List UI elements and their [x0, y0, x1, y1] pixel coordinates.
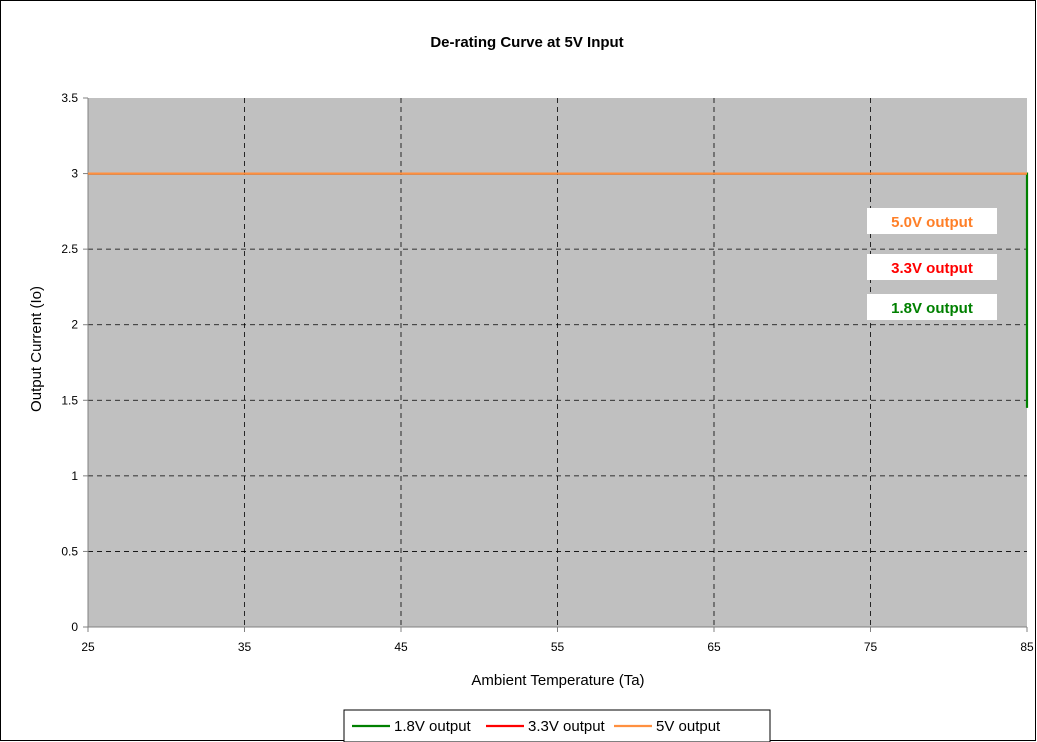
- annotation-box: [867, 208, 997, 234]
- annotation-label: 1.8V output: [867, 294, 997, 320]
- y-tick-label: 1: [71, 469, 78, 483]
- legend-item: 1.8V output: [352, 718, 472, 735]
- y-tick-label: 3.5: [61, 91, 78, 105]
- annotation-text: 3.3V output: [891, 260, 973, 277]
- x-tick-label: 45: [394, 640, 408, 654]
- y-tick-labels: 0 0.5 1 1.5 2 2.5 3 3.5: [61, 91, 78, 634]
- y-tick-label: 0: [71, 620, 78, 634]
- annotation-text: 5.0V output: [891, 214, 973, 231]
- legend-label: 5V output: [656, 718, 721, 735]
- legend: 1.8V output 3.3V output 5V output: [343, 709, 771, 742]
- axes: [83, 97, 1028, 632]
- legend-item: 3.3V output: [486, 718, 606, 735]
- x-tick-label: 25: [81, 640, 95, 654]
- series-lines: [88, 172, 1029, 408]
- x-tick-label: 35: [238, 640, 252, 654]
- y-tick-label: 2: [71, 318, 78, 332]
- y-tick-label: 1.5: [61, 393, 78, 407]
- y-axis-label: Output Current (Io): [28, 286, 45, 412]
- x-tick-label: 75: [864, 640, 878, 654]
- annotation-box: [867, 254, 997, 280]
- y-tick-label: 3: [71, 167, 78, 181]
- y-tick-label: 0.5: [61, 544, 78, 558]
- x-tick-labels: 25 35 45 55 65 75 85: [81, 640, 1034, 654]
- x-tick-label: 55: [551, 640, 565, 654]
- legend-label: 1.8V output: [394, 718, 472, 735]
- chart-title: De-rating Curve at 5V Input: [430, 34, 623, 51]
- legend-label: 3.3V output: [528, 718, 606, 735]
- x-tick-label: 85: [1020, 640, 1034, 654]
- annotation-text: 1.8V output: [891, 300, 973, 317]
- annotation-label: 5.0V output: [867, 208, 997, 234]
- annotation-box: [867, 294, 997, 320]
- x-tick-label: 65: [707, 640, 721, 654]
- legend-box: [343, 709, 771, 742]
- x-axis-label: Ambient Temperature (Ta): [471, 672, 644, 689]
- legend-item: 5V output: [614, 718, 721, 735]
- y-tick-label: 2.5: [61, 242, 78, 256]
- annotation-label: 3.3V output: [867, 254, 997, 280]
- annotations: 5.0V output 3.3V output 1.8V output: [867, 208, 997, 320]
